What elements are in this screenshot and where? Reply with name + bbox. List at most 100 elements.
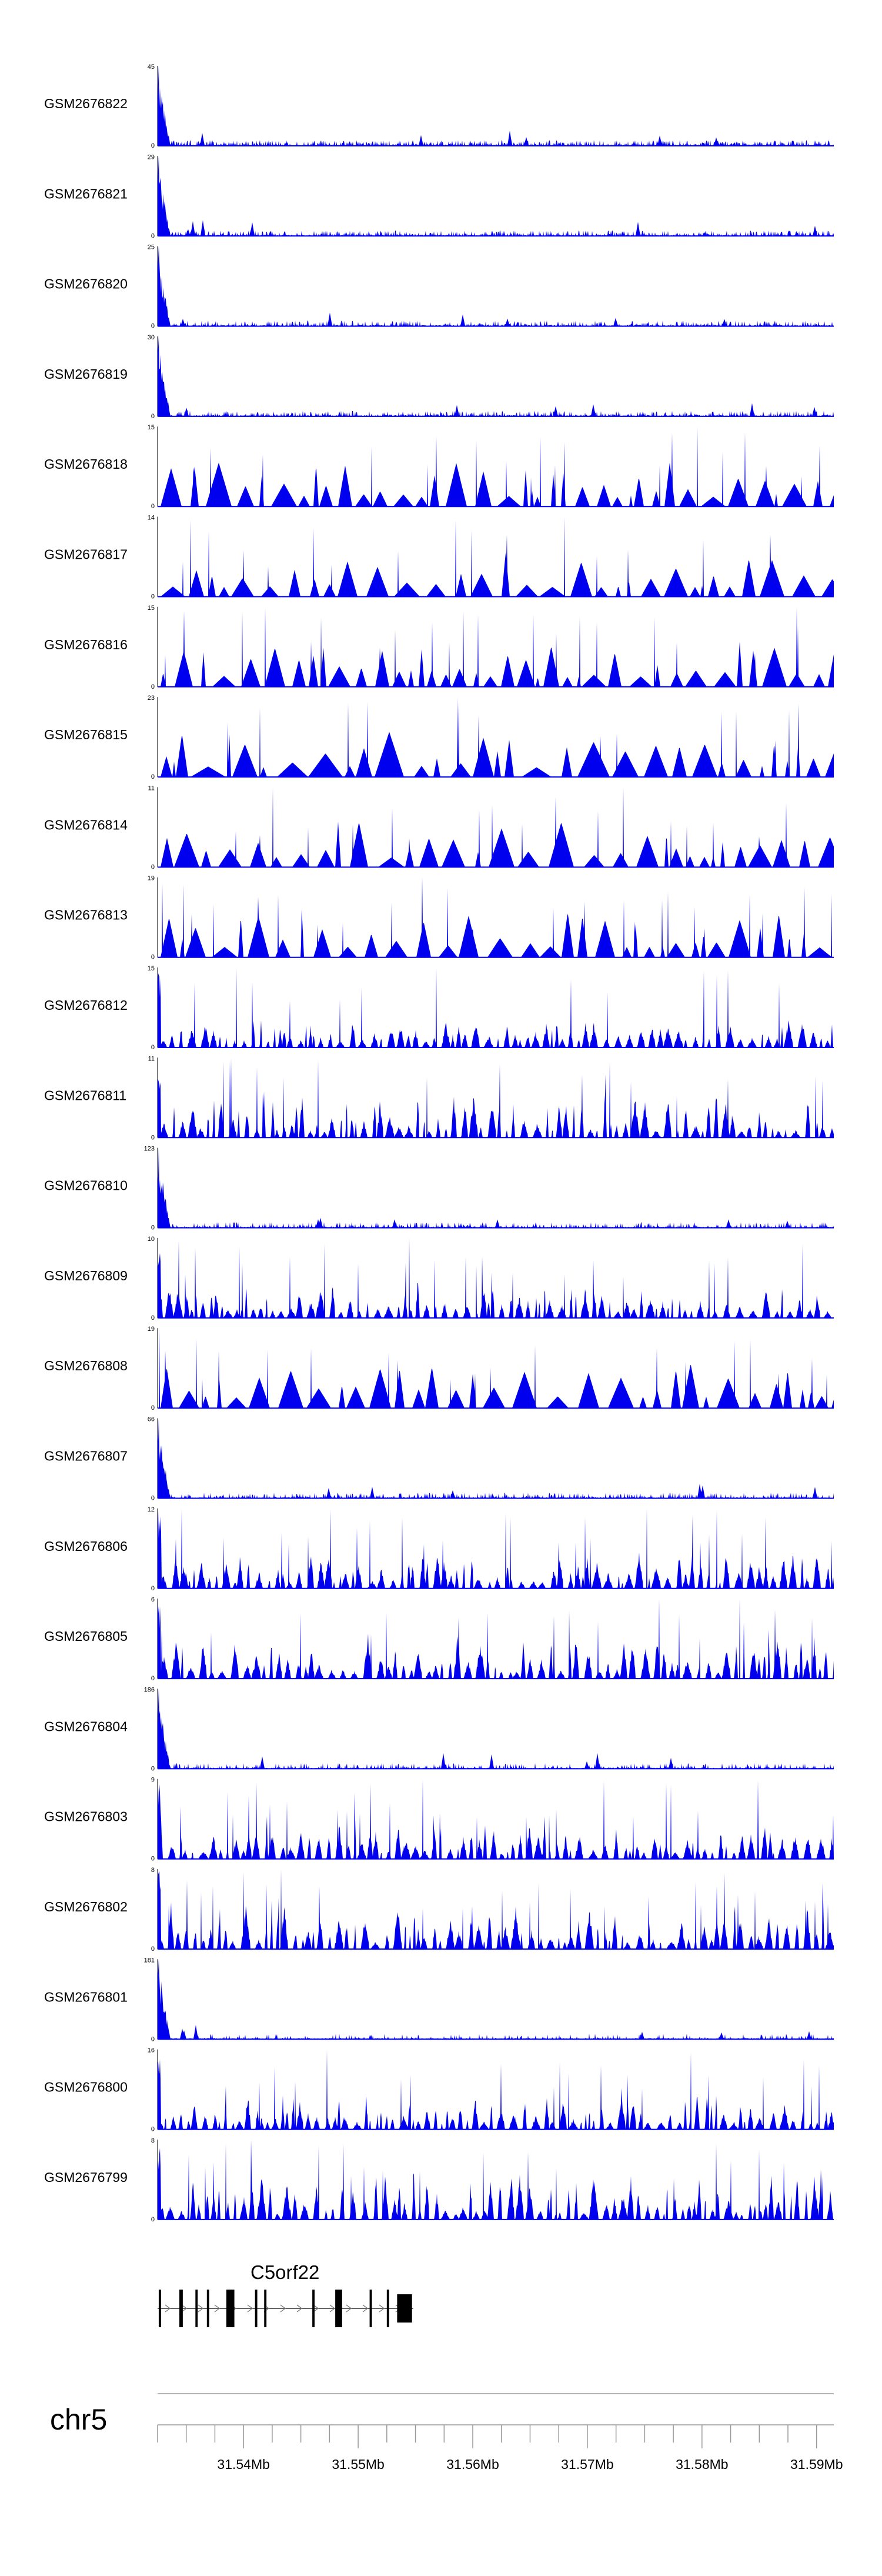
gene-exon [255,2290,258,2327]
track-ymin-label: 0 [151,593,155,600]
track-label: GSM2676821 [44,186,128,201]
track-ymax-label: 23 [148,695,155,702]
gene-exon [206,2290,209,2327]
track-label: GSM2676802 [44,1899,128,1914]
coverage-area [158,2049,834,2130]
track-ymax-label: 14 [148,515,155,522]
track-label: GSM2676819 [44,366,128,382]
track-label: GSM2676812 [44,997,128,1013]
x-tick-label: 31.55Mb [332,2457,385,2472]
track-ymax-label: 15 [148,965,155,972]
gene-exon [226,2290,235,2327]
track-GSM2676807: GSM2676807 66 0 [44,1416,834,1502]
track-ymin-label: 0 [151,863,155,870]
track-ymin-label: 0 [151,2036,155,2043]
track-ymax-label: 10 [148,1236,155,1243]
track-ymax-label: 6 [151,1596,155,1603]
gene-exon [179,2290,183,2327]
track-ymax-label: 123 [144,1146,155,1153]
gene-exon [386,2290,389,2327]
track-ymax-label: 66 [148,1416,155,1423]
track-GSM2676803: GSM2676803 9 0 [44,1777,834,1863]
track-GSM2676812: GSM2676812 15 0 [44,965,834,1051]
track-ymin-label: 0 [151,1765,155,1772]
track-GSM2676815: GSM2676815 23 0 [44,695,834,780]
track-label: GSM2676801 [44,1989,128,2004]
strand-chevron [329,2304,336,2313]
track-label: GSM2676800 [44,2080,128,2095]
track-ymax-label: 8 [151,2137,155,2144]
track-GSM2676800: GSM2676800 16 0 [44,2047,834,2133]
gene-exons [158,2290,412,2327]
x-tick-label: 31.59Mb [790,2457,843,2472]
strand-chevron [362,2304,369,2313]
chromosome-label: chr5 [50,2403,107,2436]
strand-chevron [247,2304,253,2313]
track-ymax-label: 16 [148,2047,155,2054]
gene-exon [397,2294,412,2323]
genome-axis: chr5 31.54Mb 31.55Mb 31.56Mb 31.57Mb 31.58Mb… [50,2393,843,2472]
gene-exon [312,2290,315,2327]
coverage-area [158,697,834,778]
coverage-area [158,1959,834,2040]
axis-ticks [157,2425,817,2448]
track-GSM2676804: GSM2676804 186 0 [44,1686,834,1772]
track-ymin-label: 0 [151,1856,155,1863]
track-ymax-label: 9 [151,1777,155,1784]
coverage-area [158,787,834,867]
track-ymin-label: 0 [151,142,155,149]
track-GSM2676814: GSM2676814 11 0 [44,785,834,870]
track-GSM2676801: GSM2676801 181 0 [44,1957,834,2043]
track-label: GSM2676811 [44,1087,126,1103]
coverage-area [158,1778,834,1859]
track-ymax-label: 181 [144,1957,155,1964]
track-GSM2676806: GSM2676806 12 0 [44,1506,834,1592]
track-ymin-label: 0 [151,1314,155,1322]
track-label: GSM2676813 [44,907,128,923]
track-label: GSM2676820 [44,276,128,292]
strand-chevron [346,2304,352,2313]
track-GSM2676813: GSM2676813 19 0 [44,875,834,961]
track-ymax-label: 15 [148,605,155,612]
track-GSM2676808: GSM2676808 19 0 [44,1326,834,1412]
strand-chevron [198,2304,204,2313]
track-label: GSM2676808 [44,1358,128,1373]
track-ymax-label: 45 [148,64,155,71]
track-ymax-label: 12 [148,1506,155,1513]
track-ymax-label: 29 [148,154,155,161]
x-tick-label: 31.56Mb [446,2457,499,2472]
track-label: GSM2676810 [44,1178,128,1193]
track-label: GSM2676815 [44,727,128,742]
gene-track: C5orf22 [158,2261,413,2327]
coverage-area [158,967,834,1047]
coverage-area [158,1599,834,1679]
track-GSM2676809: GSM2676809 10 0 [44,1236,834,1322]
coverage-area [158,426,834,507]
track-label: GSM2676807 [44,1449,128,1464]
coverage-area [158,336,834,416]
track-ymax-label: 19 [148,1326,155,1333]
gene-label: C5orf22 [250,2261,319,2283]
track-GSM2676817: GSM2676817 14 0 [44,515,834,600]
track-label: GSM2676814 [44,817,128,832]
track-GSM2676816: GSM2676816 15 0 [44,605,834,690]
track-ymax-label: 11 [148,1055,155,1062]
coverage-area [158,1147,834,1228]
track-ymin-label: 0 [151,1946,155,1953]
track-ymin-label: 0 [151,773,155,780]
track-ymin-label: 0 [151,1675,155,1682]
strand-chevron [280,2304,286,2313]
strand-chevron [313,2304,319,2313]
x-tick-label: 31.57Mb [561,2457,614,2472]
track-GSM2676799: GSM2676799 8 0 [44,2137,834,2223]
track-ymin-label: 0 [151,323,155,330]
coverage-area [158,877,834,957]
track-ymin-label: 0 [151,1044,155,1051]
coverage-area [158,1508,834,1589]
coverage-area [158,1328,834,1409]
track-GSM2676805: GSM2676805 6 0 [44,1596,834,1682]
track-ymin-label: 0 [151,2126,155,2133]
coverage-area [158,606,834,687]
track-label: GSM2676822 [44,96,128,111]
